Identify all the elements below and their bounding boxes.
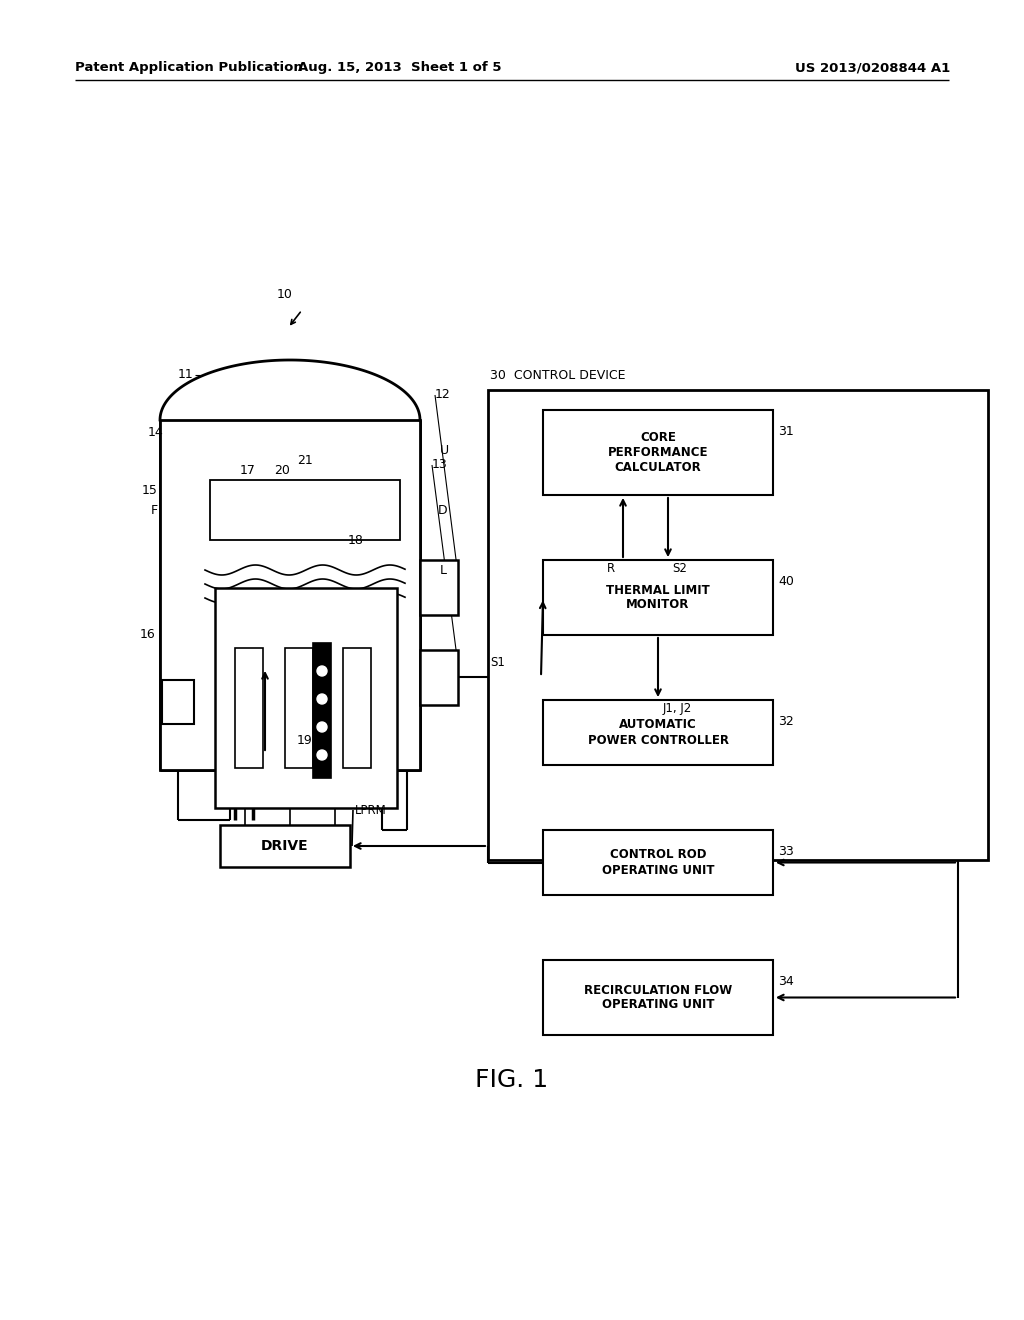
Text: S1: S1 [490, 656, 506, 669]
Text: RECIRCULATION FLOW
OPERATING UNIT: RECIRCULATION FLOW OPERATING UNIT [584, 983, 732, 1011]
Text: 33: 33 [778, 845, 794, 858]
Circle shape [317, 667, 327, 676]
Text: 32: 32 [778, 715, 794, 729]
Text: 12: 12 [435, 388, 451, 401]
Text: 14: 14 [147, 425, 163, 438]
Text: Aug. 15, 2013  Sheet 1 of 5: Aug. 15, 2013 Sheet 1 of 5 [298, 62, 502, 74]
Circle shape [317, 750, 327, 760]
Text: S2: S2 [672, 562, 687, 576]
Text: CORE
PERFORMANCE
CALCULATOR: CORE PERFORMANCE CALCULATOR [608, 432, 709, 474]
Text: 40: 40 [778, 576, 794, 587]
Bar [543, 411, 773, 495]
Text: US 2013/0208844 A1: US 2013/0208844 A1 [795, 62, 950, 74]
Bar [420, 560, 458, 615]
Text: 34: 34 [778, 975, 794, 987]
Bar [313, 643, 331, 777]
Text: CONTROL ROD
OPERATING UNIT: CONTROL ROD OPERATING UNIT [602, 849, 715, 876]
Text: 11: 11 [177, 368, 193, 381]
Bar [543, 830, 773, 895]
Text: J1, J2: J1, J2 [663, 702, 692, 715]
Bar [162, 680, 194, 723]
Text: THERMAL LIMIT
MONITOR: THERMAL LIMIT MONITOR [606, 583, 710, 611]
Bar [543, 700, 773, 766]
Text: 20: 20 [274, 463, 290, 477]
Bar [160, 420, 420, 770]
Text: L: L [440, 564, 447, 577]
Bar [420, 649, 458, 705]
Text: DRIVE: DRIVE [261, 840, 309, 853]
Circle shape [317, 722, 327, 733]
Text: 18: 18 [348, 533, 364, 546]
Text: 13: 13 [432, 458, 447, 471]
Text: 16: 16 [139, 628, 155, 642]
Text: F: F [151, 503, 158, 516]
Text: 31: 31 [778, 425, 794, 438]
Text: R: R [607, 562, 615, 576]
Text: Patent Application Publication: Patent Application Publication [75, 62, 303, 74]
Bar [234, 648, 263, 768]
Bar [285, 648, 313, 768]
Bar [543, 560, 773, 635]
Text: 10: 10 [278, 289, 293, 301]
Bar [215, 587, 397, 808]
Text: U: U [440, 444, 450, 457]
Text: AUTOMATIC
POWER CONTROLLER: AUTOMATIC POWER CONTROLLER [588, 718, 728, 747]
Bar [343, 648, 371, 768]
Text: 15: 15 [142, 483, 158, 496]
Text: 17: 17 [240, 463, 256, 477]
Text: 21: 21 [297, 454, 313, 466]
Text: FIG. 1: FIG. 1 [475, 1068, 549, 1092]
Text: LPRM: LPRM [355, 804, 387, 817]
Bar [220, 825, 350, 867]
Bar [210, 480, 400, 540]
Bar [543, 960, 773, 1035]
Text: 19: 19 [297, 734, 313, 747]
Bar [488, 389, 988, 861]
Text: D: D [438, 503, 447, 516]
Text: 30  CONTROL DEVICE: 30 CONTROL DEVICE [490, 370, 626, 381]
Circle shape [317, 694, 327, 704]
